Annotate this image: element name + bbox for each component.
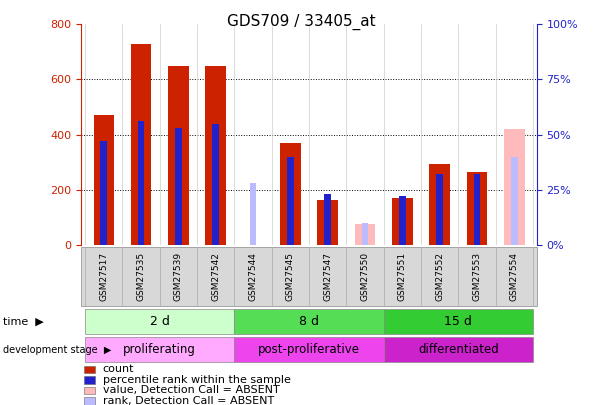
Text: GSM27517: GSM27517 [99,252,109,301]
Text: GSM27552: GSM27552 [435,252,444,301]
Text: GSM27535: GSM27535 [137,252,145,301]
Text: development stage  ▶: development stage ▶ [3,345,112,355]
Text: 8 d: 8 d [299,315,319,328]
Bar [355,224,375,245]
Text: count: count [103,364,134,374]
Bar [287,157,294,245]
Text: post-proliferative: post-proliferative [258,343,360,356]
Bar [504,129,525,245]
Bar [137,122,145,245]
Bar [101,141,107,245]
Bar [280,143,301,245]
Bar [250,183,256,245]
Bar [511,157,517,245]
Text: GSM27551: GSM27551 [398,252,407,301]
Bar [206,66,226,245]
Text: differentiated: differentiated [418,343,499,356]
Bar [473,175,481,245]
Text: 2 d: 2 d [150,315,169,328]
Bar [429,164,450,245]
Text: GSM27550: GSM27550 [361,252,370,301]
Bar [467,172,487,245]
Text: percentile rank within the sample: percentile rank within the sample [103,375,291,385]
Bar [131,44,151,245]
Text: GSM27545: GSM27545 [286,252,295,301]
Bar [175,128,182,245]
Text: value, Detection Call = ABSENT: value, Detection Call = ABSENT [103,386,279,395]
Bar [317,200,338,245]
Bar [93,115,114,245]
Text: GSM27539: GSM27539 [174,252,183,301]
Text: rank, Detection Call = ABSENT: rank, Detection Call = ABSENT [103,396,274,405]
Text: GSM27544: GSM27544 [248,252,257,301]
Text: GDS709 / 33405_at: GDS709 / 33405_at [227,14,376,30]
Bar [399,196,406,245]
Bar [168,66,189,245]
Bar [392,198,412,245]
Bar [212,124,219,245]
Bar [362,223,368,245]
Text: proliferating: proliferating [124,343,196,356]
Text: GSM27554: GSM27554 [510,252,519,301]
Text: time  ▶: time ▶ [3,317,44,326]
Bar [437,175,443,245]
Bar [324,194,331,245]
Text: 15 d: 15 d [444,315,472,328]
Text: GSM27553: GSM27553 [473,252,481,301]
Text: GSM27542: GSM27542 [211,252,220,301]
Text: GSM27547: GSM27547 [323,252,332,301]
